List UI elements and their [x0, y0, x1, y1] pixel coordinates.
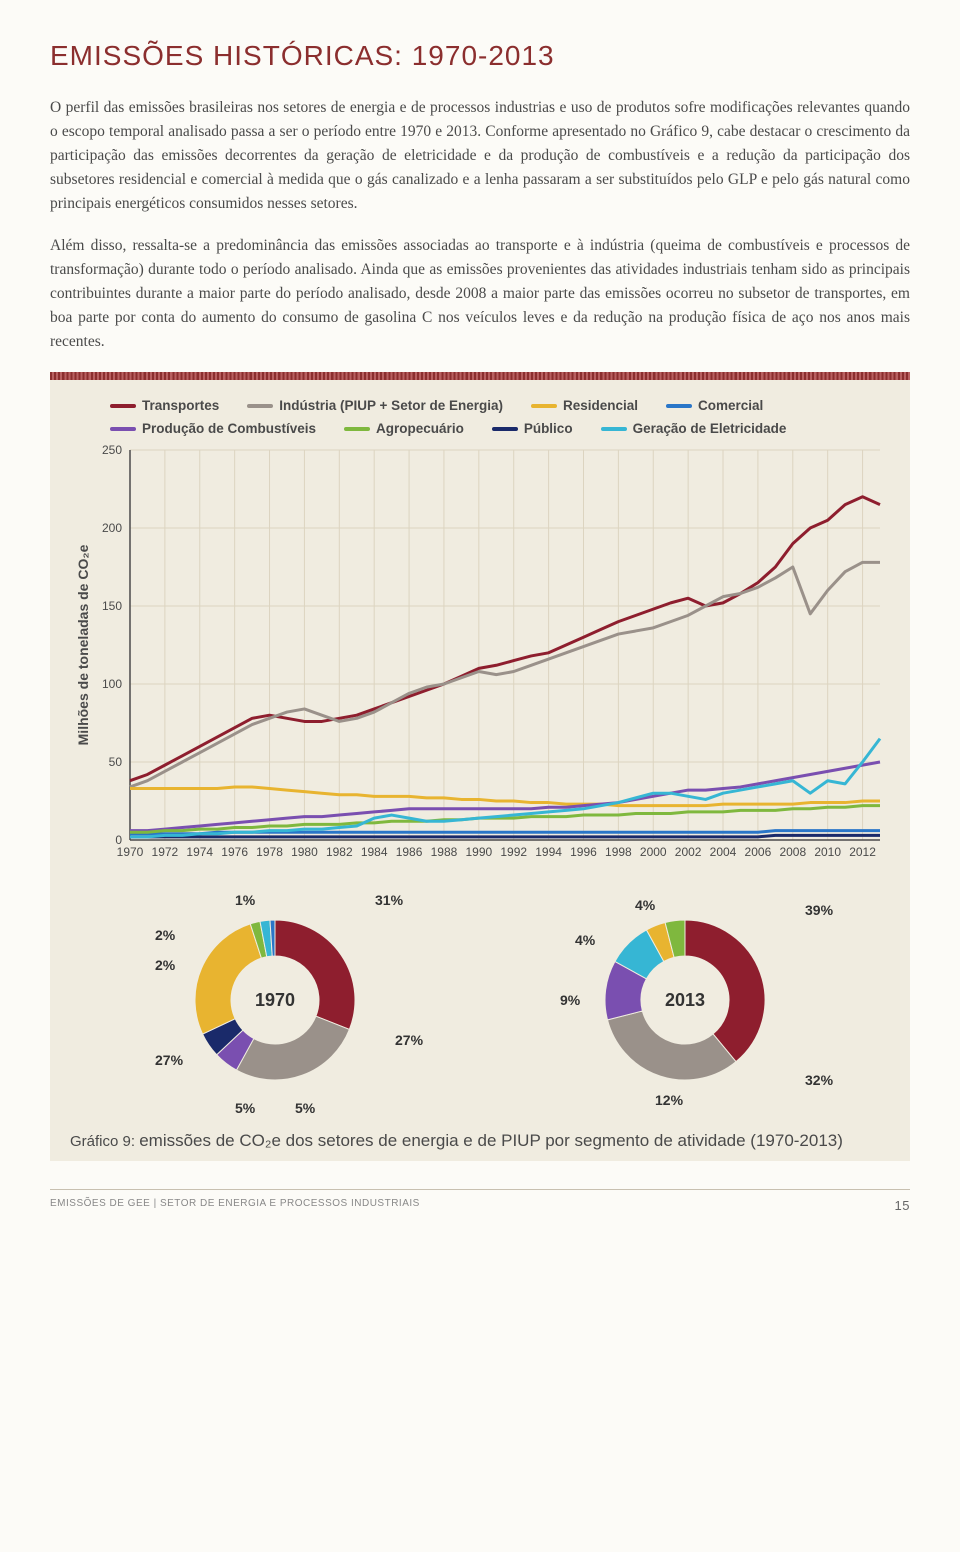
- svg-text:12%: 12%: [655, 1092, 684, 1108]
- svg-text:1994: 1994: [535, 845, 562, 859]
- svg-text:250: 250: [102, 443, 122, 457]
- svg-text:5%: 5%: [295, 1100, 316, 1116]
- svg-text:1972: 1972: [152, 845, 179, 859]
- legend-producao: Produção de Combustíveis: [110, 421, 316, 436]
- svg-text:200: 200: [102, 521, 122, 535]
- legend-publico: Público: [492, 421, 573, 436]
- svg-text:1996: 1996: [570, 845, 597, 859]
- page-number: 15: [895, 1198, 910, 1213]
- donut-2013: 2013 4% 39% 4% 9% 12% 32%: [505, 885, 865, 1125]
- chart-container: Transportes Indústria (PIUP + Setor de E…: [50, 372, 910, 1161]
- svg-text:150: 150: [102, 599, 122, 613]
- svg-text:1988: 1988: [431, 845, 458, 859]
- svg-text:32%: 32%: [805, 1072, 834, 1088]
- legend-industria: Indústria (PIUP + Setor de Energia): [247, 398, 503, 413]
- svg-text:2%: 2%: [155, 927, 176, 943]
- svg-text:2008: 2008: [779, 845, 806, 859]
- paragraph-1: O perfil das emissões brasileiras nos se…: [50, 96, 910, 216]
- svg-text:Milhões de toneladas de CO₂e: Milhões de toneladas de CO₂e: [75, 545, 91, 746]
- svg-text:4%: 4%: [635, 897, 656, 913]
- svg-text:2006: 2006: [745, 845, 772, 859]
- legend-agropecuario: Agropecuário: [344, 421, 464, 436]
- svg-text:2010: 2010: [814, 845, 841, 859]
- svg-text:1970: 1970: [255, 990, 295, 1010]
- legend-comercial: Comercial: [666, 398, 763, 413]
- chart-caption: Gráfico 9: emissões de CO₂e dos setores …: [70, 1131, 890, 1151]
- page-title: EMISSÕES HISTÓRICAS: 1970-2013: [50, 40, 910, 72]
- chart-legend: Transportes Indústria (PIUP + Setor de E…: [70, 398, 890, 436]
- svg-text:2%: 2%: [155, 957, 176, 973]
- svg-text:2012: 2012: [849, 845, 876, 859]
- svg-text:1982: 1982: [326, 845, 353, 859]
- svg-text:2000: 2000: [640, 845, 667, 859]
- svg-text:1976: 1976: [221, 845, 248, 859]
- svg-text:9%: 9%: [560, 992, 581, 1008]
- svg-text:1984: 1984: [361, 845, 388, 859]
- svg-text:1970: 1970: [117, 845, 144, 859]
- donut-1970: 1970 1% 31% 2% 2% 27% 27% 5% 5%: [95, 885, 455, 1125]
- footer-rule: [50, 1189, 910, 1190]
- svg-text:31%: 31%: [375, 892, 404, 908]
- svg-text:1978: 1978: [256, 845, 283, 859]
- footer-source: EMISSÕES DE GEE | SETOR DE ENERGIA E PRO…: [50, 1198, 420, 1213]
- svg-text:5%: 5%: [235, 1100, 256, 1116]
- svg-text:1998: 1998: [605, 845, 632, 859]
- svg-text:1990: 1990: [465, 845, 492, 859]
- svg-text:100: 100: [102, 677, 122, 691]
- svg-text:39%: 39%: [805, 902, 834, 918]
- svg-text:50: 50: [109, 755, 123, 769]
- svg-text:27%: 27%: [155, 1052, 184, 1068]
- legend-residencial: Residencial: [531, 398, 638, 413]
- svg-text:1974: 1974: [186, 845, 213, 859]
- svg-text:1992: 1992: [500, 845, 527, 859]
- svg-text:2004: 2004: [710, 845, 737, 859]
- legend-geracao: Geração de Eletricidade: [601, 421, 787, 436]
- svg-text:1980: 1980: [291, 845, 318, 859]
- svg-text:4%: 4%: [575, 932, 596, 948]
- paragraph-2: Além disso, ressalta-se a predominância …: [50, 234, 910, 354]
- svg-text:2013: 2013: [665, 990, 705, 1010]
- legend-transportes: Transportes: [110, 398, 219, 413]
- svg-text:1986: 1986: [396, 845, 423, 859]
- svg-text:27%: 27%: [395, 1032, 424, 1048]
- svg-text:2002: 2002: [675, 845, 702, 859]
- line-chart: 0501001502002501970197219741976197819801…: [70, 440, 890, 870]
- svg-text:1%: 1%: [235, 892, 256, 908]
